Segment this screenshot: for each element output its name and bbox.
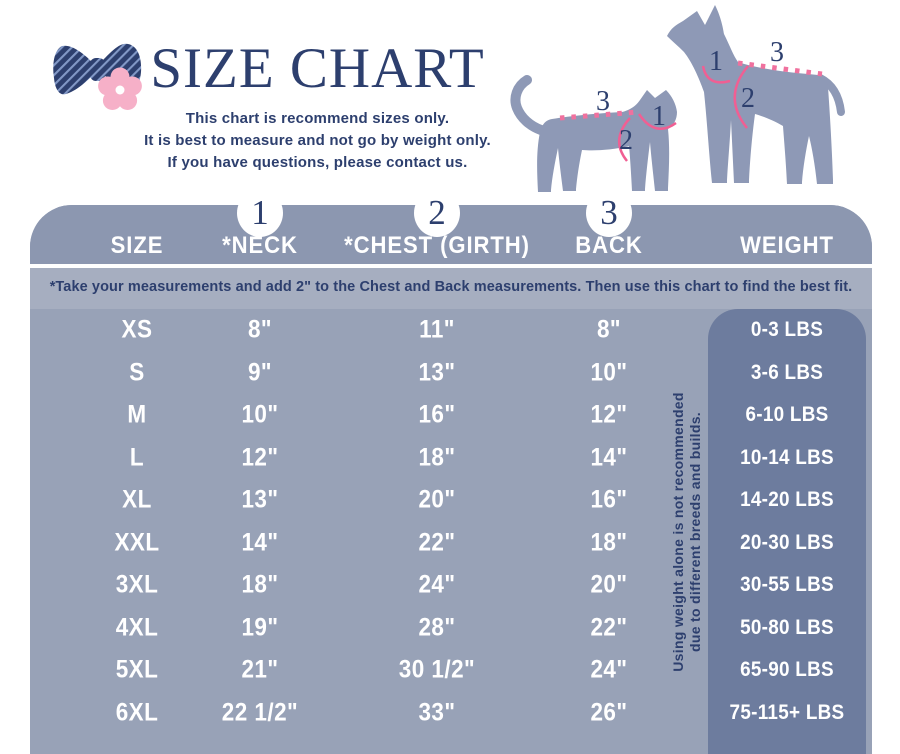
table-row: L 12" 18" 14" 10-14 LBS <box>30 437 872 480</box>
size-cell: XL <box>122 485 152 514</box>
weight-disclaimer-line-1: Using weight alone is not recommended <box>670 392 686 672</box>
neck-cell: 22 1/2" <box>221 698 299 727</box>
table-row: 6XL 22 1/2" 33" 26" 75-115+ LBS <box>30 692 872 735</box>
size-cell: 5XL <box>115 655 159 684</box>
weight-cell: 3-6 LBS <box>750 360 824 384</box>
size-cell: XS <box>121 315 153 344</box>
weight-cell: 50-80 LBS <box>740 615 834 639</box>
subtitle: This chart is recommend sizes only. It i… <box>90 108 545 174</box>
chest-cell: 22" <box>418 528 456 557</box>
measure-badge-back: 3 <box>586 189 632 237</box>
flower-icon <box>98 67 142 110</box>
weight-column-background <box>708 309 866 754</box>
logo <box>53 43 142 110</box>
size-cell: S <box>129 358 145 387</box>
measure-badge-neck: 1 <box>237 189 283 237</box>
header-separator <box>30 264 872 268</box>
weight-cell: 6-10 LBS <box>745 403 829 427</box>
back-cell: 14" <box>590 443 628 472</box>
size-cell: 6XL <box>115 698 159 727</box>
back-cell: 20" <box>590 570 628 599</box>
size-cell: M <box>127 400 147 429</box>
neck-cell: 19" <box>241 613 279 642</box>
cat-back-number: 3 <box>596 86 610 117</box>
weight-disclaimer: Using weight alone is not recommended du… <box>670 392 704 671</box>
column-header-size: SIZE <box>110 232 164 259</box>
back-cell: 8" <box>596 315 622 344</box>
size-cell: L <box>129 443 145 472</box>
table-row: 3XL 18" 24" 20" 30-55 LBS <box>30 564 872 607</box>
subtitle-line-1: This chart is recommend sizes only. <box>185 110 450 127</box>
weight-cell: 20-30 LBS <box>740 530 834 554</box>
cat-neck-measure-arc <box>637 113 677 131</box>
cat-chest-measure-arc <box>618 117 631 162</box>
back-cell: 16" <box>590 485 628 514</box>
dog-silhouette <box>667 5 833 184</box>
neck-cell: 21" <box>241 655 279 684</box>
cat-chest-number: 2 <box>619 125 633 156</box>
weight-cell: 0-3 LBS <box>750 318 824 342</box>
cat-neck-number: 1 <box>652 101 666 132</box>
table-row: XS 8" 11" 8" 0-3 LBS <box>30 309 872 352</box>
table-row: M 10" 16" 12" 6-10 LBS <box>30 394 872 437</box>
subtitle-line-2: It is best to measure and not go by weig… <box>144 132 491 149</box>
dog-back-number: 3 <box>770 37 784 68</box>
chest-cell: 28" <box>418 613 456 642</box>
subtitle-line-3: If you have questions, please contact us… <box>167 154 468 171</box>
chest-cell: 11" <box>419 315 455 344</box>
chest-cell: 24" <box>418 570 456 599</box>
neck-cell: 18" <box>241 570 279 599</box>
back-cell: 12" <box>590 400 628 429</box>
table-row: 5XL 21" 30 1/2" 24" 65-90 LBS <box>30 649 872 692</box>
back-cell: 18" <box>590 528 628 557</box>
measurement-note: *Take your measurements and add 2" to th… <box>49 279 853 295</box>
chest-cell: 16" <box>418 400 456 429</box>
column-header-weight: WEIGHT <box>740 232 834 259</box>
neck-cell: 13" <box>241 485 279 514</box>
back-cell: 24" <box>590 655 628 684</box>
neck-cell: 9" <box>247 358 273 387</box>
neck-cell: 12" <box>241 443 279 472</box>
neck-cell: 10" <box>241 400 279 429</box>
weight-cell: 30-55 LBS <box>740 573 834 597</box>
table-row: XXL 14" 22" 18" 20-30 LBS <box>30 522 872 565</box>
cat-tail <box>510 75 546 135</box>
measure-badge-chest: 2 <box>414 189 460 237</box>
back-cell: 26" <box>590 698 628 727</box>
chest-cell: 13" <box>418 358 456 387</box>
chest-cell: 20" <box>418 485 456 514</box>
weight-cell: 10-14 LBS <box>740 445 834 469</box>
size-chart-panel: SIZE *NECK *CHEST (GIRTH) BACK WEIGHT 1 … <box>30 189 872 754</box>
cat-silhouette <box>537 90 677 192</box>
page-title: SIZE CHART <box>150 37 485 100</box>
size-cell: XXL <box>114 528 160 557</box>
table-row: XL 13" 20" 16" 14-20 LBS <box>30 479 872 522</box>
neck-cell: 14" <box>241 528 279 557</box>
chest-cell: 18" <box>418 443 456 472</box>
chest-cell: 33" <box>418 698 456 727</box>
cat-back-measure-line <box>559 109 639 121</box>
dog-chest-measure-arc <box>733 65 749 129</box>
table-row: S 9" 13" 10" 3-6 LBS <box>30 352 872 395</box>
size-cell: 3XL <box>115 570 159 599</box>
dog-back-measure-line <box>737 60 823 77</box>
dog-neck-measure-arc <box>701 65 731 84</box>
pets-illustration: 3 1 2 1 3 2 <box>510 5 845 192</box>
size-table-body: XS 8" 11" 8" 0-3 LBS S 9" 13" 10" 3-6 LB… <box>30 309 872 734</box>
neck-cell: 8" <box>247 315 273 344</box>
back-cell: 22" <box>590 613 628 642</box>
size-cell: 4XL <box>115 613 159 642</box>
dog-neck-number: 1 <box>709 46 723 77</box>
back-cell: 10" <box>590 358 628 387</box>
weight-disclaimer-line-2: due to different breeds and builds. <box>687 412 703 652</box>
weight-cell: 14-20 LBS <box>740 488 834 512</box>
dog-chest-number: 2 <box>741 83 755 114</box>
chest-cell: 30 1/2" <box>398 655 476 684</box>
table-row: 4XL 19" 28" 22" 50-80 LBS <box>30 607 872 650</box>
note-band: *Take your measurements and add 2" to th… <box>30 268 872 309</box>
weight-cell: 65-90 LBS <box>740 658 834 682</box>
weight-cell: 75-115+ LBS <box>729 700 845 724</box>
